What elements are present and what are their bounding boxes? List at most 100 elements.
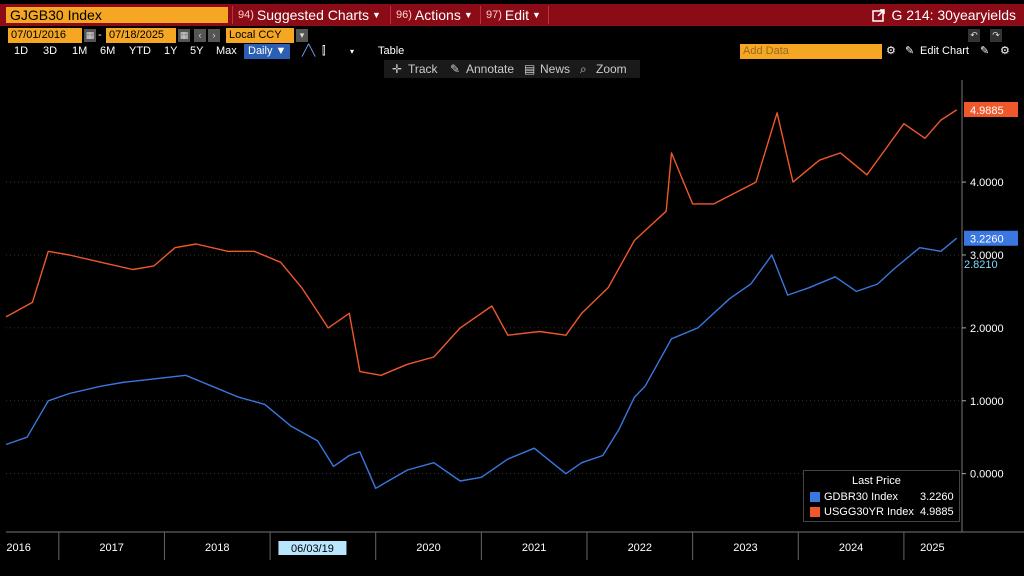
news-icon[interactable]: ▤ (524, 62, 536, 76)
undo-icon[interactable]: ↶ (968, 29, 980, 42)
page-title: G 214: 30yearyields (891, 7, 1016, 23)
last-value-box (964, 230, 1018, 246)
add-data-input[interactable]: Add Data (740, 44, 882, 59)
last-value-box (964, 101, 1018, 117)
period-ytd[interactable]: YTD (129, 45, 151, 57)
menu-label: Suggested Charts (256, 7, 369, 23)
menu-label: Actions (414, 7, 461, 23)
caret-down-icon: ▼ (532, 10, 541, 20)
y-tick-label: 3.0000 (970, 250, 1004, 262)
news-button[interactable]: News (540, 62, 571, 76)
period-1y[interactable]: 1Y (164, 45, 178, 57)
zoom-button[interactable]: Zoom (596, 62, 627, 76)
caret-down-icon: ▼ (371, 10, 381, 20)
x-tick-label: 2021 (522, 542, 546, 554)
redo-icon[interactable]: ↷ (990, 29, 1002, 42)
popout-icon (872, 8, 886, 22)
track-button[interactable]: Track (408, 62, 438, 76)
pencil-icon[interactable]: ✎ (980, 45, 990, 57)
x-tick-label: 2020 (416, 542, 440, 554)
chevron-down-icon[interactable]: ▾ (350, 47, 355, 56)
pencil-icon[interactable]: ✎ (450, 62, 461, 76)
series-line (5, 237, 958, 489)
menu-number: 96) (396, 9, 412, 21)
menu-label: Edit (504, 7, 530, 23)
divider (390, 6, 391, 24)
period-1d[interactable]: 1D (14, 45, 29, 57)
y-tick-label: 2.0000 (970, 323, 1004, 335)
x-tick-label: 2025 (920, 542, 944, 554)
last-value-label: 4.9885 (970, 105, 1004, 117)
y-tick-label: 1.0000 (970, 396, 1004, 408)
bar-type-icon[interactable]: ⫿ (322, 45, 326, 57)
calendar-icon[interactable]: ▦ (84, 29, 96, 42)
chart-tools-bar: ✛ Track ✎ Annotate ▤ News ⌕ Zoom (384, 60, 640, 78)
legend-value: 4.9885 (920, 506, 954, 518)
chevron-right-icon[interactable]: › (208, 29, 220, 42)
chevron-left-icon[interactable]: ‹ (194, 29, 206, 42)
status-bar (0, 566, 1024, 576)
period-6m[interactable]: 6M (100, 45, 116, 57)
y-tick-label: 4.0000 (970, 177, 1004, 189)
x-tick-label: 2024 (839, 542, 863, 554)
annotate-button[interactable]: Annotate (466, 62, 515, 76)
x-tick-label: 2022 (628, 542, 652, 554)
launchpad-title[interactable]: G 214: 30yearyields (872, 6, 1016, 24)
start-date-field[interactable]: 07/01/2016 (8, 28, 82, 43)
y-tick-label: 0.0000 (970, 469, 1004, 481)
line-chart[interactable]: 0.0000 1.0000 2.0000 3.0000 4.0000 4.9885 3.22… (0, 80, 1024, 566)
period-5y[interactable]: 5Y (190, 45, 204, 57)
legend-title: Last Price (852, 475, 901, 487)
legend-swatch (810, 492, 820, 502)
crosshair-icon[interactable]: ✛ (392, 62, 403, 76)
menu-number: 94) (238, 9, 254, 21)
hover-date-box (278, 541, 347, 555)
edit-chart-button[interactable]: Edit Chart (920, 45, 969, 57)
line-chart-icon[interactable]: ╱╲ (302, 45, 316, 57)
legend-value: 3.2260 (920, 491, 954, 503)
period-max[interactable]: Max (216, 45, 237, 57)
divider (480, 6, 481, 24)
x-tick-label: 2016 (6, 542, 30, 554)
date-row: 07/01/2016 ▦ - 07/18/2025 ▦ ‹ › Local CC… (0, 28, 1024, 44)
legend-swatch (810, 507, 820, 517)
last-value-tag: 4.9885 (964, 101, 1018, 117)
x-tick-label: 2023 (733, 542, 757, 554)
date-dash: - (98, 29, 102, 41)
hover-date-label: 06/03/19 (291, 543, 334, 555)
actions-menu[interactable]: 96) Actions ▼ (396, 6, 473, 24)
series-lines (5, 109, 958, 489)
pencil-icon[interactable]: ✎ (905, 45, 915, 57)
period-3d[interactable]: 3D (43, 45, 58, 57)
menu-number: 97) (486, 9, 502, 21)
series-line (5, 109, 958, 376)
x-axis: 2016201720182019202020212022202320242025… (6, 531, 1024, 560)
x-tick-label: 2018 (205, 542, 229, 554)
settings-icon[interactable]: ⚙ (886, 45, 896, 57)
hover-date-marker: 06/03/19 (278, 541, 347, 555)
frequency-select[interactable]: Daily ▼ (244, 44, 291, 59)
table-button[interactable]: Table (378, 45, 405, 57)
last-value-tag: 3.2260 (964, 230, 1018, 246)
period-1m[interactable]: 1M (72, 45, 88, 57)
ticker-field[interactable]: GJGB30 Index (6, 7, 228, 23)
legend-item: USGG30YR Index (810, 506, 914, 518)
axis-marker-label: 2.8210 (964, 259, 998, 271)
last-value-label: 3.2260 (970, 234, 1004, 246)
x-tick-label: 2017 (99, 542, 123, 554)
currency-select[interactable]: Local CCY (226, 28, 294, 43)
divider (232, 6, 233, 24)
legend-label: USGG30YR Index (824, 506, 914, 518)
settings-icon[interactable]: ⚙ (1000, 45, 1010, 57)
legend-item: GDBR30 Index (810, 491, 898, 503)
end-date-field[interactable]: 07/18/2025 (106, 28, 176, 43)
grid (6, 181, 962, 475)
calendar-icon[interactable]: ▦ (178, 29, 190, 42)
edit-menu[interactable]: 97) Edit ▼ (486, 6, 541, 24)
suggested-charts-menu[interactable]: 94) Suggested Charts ▼ (238, 6, 381, 24)
command-bar: GJGB30 Index 94) Suggested Charts ▼ 96) … (0, 4, 1024, 26)
y-axis: 0.0000 1.0000 2.0000 3.0000 4.0000 4.9885 3.22… (961, 80, 1018, 532)
zoom-icon[interactable]: ⌕ (580, 62, 587, 76)
caret-down-icon: ▼ (463, 10, 473, 20)
chevron-down-icon[interactable]: ▾ (296, 29, 308, 42)
